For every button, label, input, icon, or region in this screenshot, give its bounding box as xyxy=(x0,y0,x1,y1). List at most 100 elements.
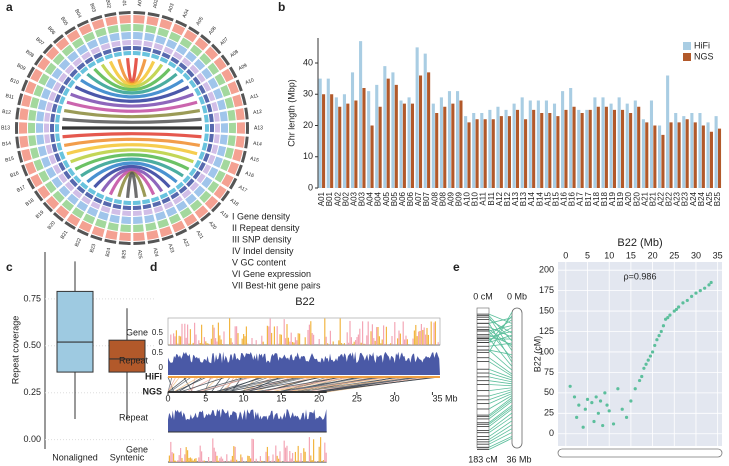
chromosome-label: A25 xyxy=(136,250,143,259)
box xyxy=(108,339,146,373)
track-ring xyxy=(82,31,96,43)
repeat-density xyxy=(168,408,327,432)
synteny-link xyxy=(259,376,351,393)
track-ring xyxy=(133,24,144,32)
track-ring xyxy=(161,52,171,60)
synteny-link xyxy=(167,376,173,393)
chromosome-label: B14 xyxy=(2,141,12,148)
map-link xyxy=(488,391,513,401)
track-ring xyxy=(227,135,236,147)
chord xyxy=(86,161,178,184)
track-ring xyxy=(152,200,162,208)
track-ring xyxy=(171,23,186,36)
chromosome-label: A06 xyxy=(208,25,218,36)
track-ring xyxy=(71,207,85,219)
chord xyxy=(70,92,194,108)
bar xyxy=(480,113,484,188)
track-ring xyxy=(105,16,118,26)
track-ring xyxy=(211,144,219,155)
track-ring xyxy=(100,205,111,213)
chord xyxy=(93,67,171,92)
track-ring xyxy=(81,51,92,61)
chromosome-band xyxy=(90,15,103,22)
point xyxy=(698,289,702,293)
track-ring xyxy=(207,91,216,102)
plot-background xyxy=(558,262,722,446)
track-ring xyxy=(107,222,119,232)
track-ring xyxy=(122,210,132,216)
track-ring xyxy=(209,123,214,133)
track-ring xyxy=(194,87,202,97)
track-ring xyxy=(45,144,53,155)
x-tick-label: B11 xyxy=(487,191,496,205)
track-ring xyxy=(207,166,219,179)
chromosome-band xyxy=(26,177,36,190)
y-tick-label: 0.75 xyxy=(23,293,41,303)
track-ring xyxy=(203,133,209,142)
track-ring xyxy=(157,218,170,229)
chromosome-band xyxy=(21,164,29,177)
map-link xyxy=(488,334,513,346)
bar xyxy=(658,125,662,188)
track-ring xyxy=(78,23,93,36)
track-ring xyxy=(175,200,188,212)
chromosome-label: B04 xyxy=(73,8,82,19)
point xyxy=(694,291,698,295)
bar xyxy=(367,91,371,188)
track-ring xyxy=(133,224,144,232)
bar xyxy=(544,100,548,188)
bar xyxy=(496,106,500,188)
track-ring xyxy=(44,62,57,76)
chromosome-band xyxy=(104,238,117,244)
track-ring xyxy=(204,46,219,61)
track-ring xyxy=(153,43,164,51)
y-tick-label: 200 xyxy=(539,265,554,275)
track-ring xyxy=(157,27,170,38)
x-tick-label: B16 xyxy=(568,191,577,206)
track-ring xyxy=(185,193,197,205)
map-link xyxy=(488,401,513,420)
track-ring xyxy=(52,190,65,203)
track-ring xyxy=(167,187,177,196)
chromosome-label: B09 xyxy=(16,63,27,73)
chromosome-band xyxy=(240,93,247,106)
bar xyxy=(456,91,460,188)
synteny-link xyxy=(221,376,262,393)
track-ring xyxy=(133,216,143,224)
chromosome-band xyxy=(104,12,117,18)
point xyxy=(663,317,668,321)
chromosome-label: A10 xyxy=(244,77,255,86)
chord xyxy=(126,172,138,199)
track-ring xyxy=(178,62,188,71)
track-ring xyxy=(211,101,219,112)
x-tick-label: 10 xyxy=(604,250,614,260)
point xyxy=(646,358,650,362)
point xyxy=(661,324,666,328)
synteny-link xyxy=(186,376,215,393)
x-tick-label: B22 xyxy=(665,191,674,206)
track-ring xyxy=(111,40,121,48)
track-ring xyxy=(235,108,245,121)
track-ring xyxy=(102,200,112,208)
track-ring xyxy=(45,77,57,90)
track-ring xyxy=(199,190,212,203)
track-ring xyxy=(206,103,213,113)
track-ring xyxy=(188,79,197,89)
legend-swatch xyxy=(683,42,691,50)
track-ring xyxy=(202,81,212,92)
bar xyxy=(431,103,435,188)
bar xyxy=(601,97,605,188)
synteny-link xyxy=(237,376,305,393)
track-ring xyxy=(56,142,63,151)
track-ring xyxy=(142,51,151,58)
track-ring xyxy=(192,170,201,180)
synteny-link xyxy=(196,376,254,393)
chromosome-band xyxy=(188,221,200,230)
chromosome-band xyxy=(147,12,160,18)
bar xyxy=(604,106,608,188)
bar xyxy=(677,122,681,188)
synteny-link xyxy=(167,376,177,393)
x-tick-label: 20 xyxy=(314,393,324,403)
bar xyxy=(483,119,487,188)
chord xyxy=(62,117,202,124)
